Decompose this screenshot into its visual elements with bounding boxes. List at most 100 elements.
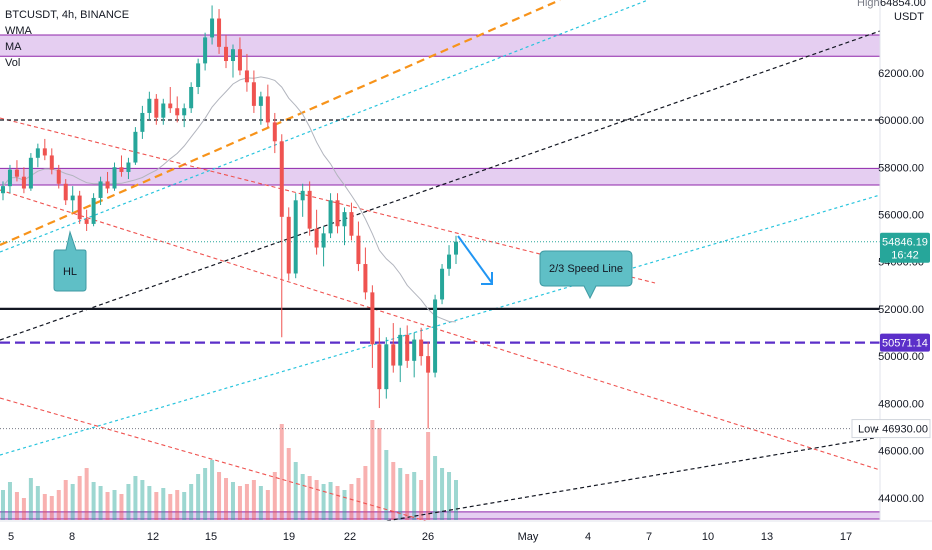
candle-body	[7, 169, 12, 187]
volume-bar	[133, 476, 138, 520]
x-tick-label: 15	[205, 531, 217, 543]
indicator-wma[interactable]: WMA	[5, 25, 32, 37]
candlestick-series	[1, 5, 458, 429]
ma-line	[2, 76, 457, 323]
last-price-tag	[880, 232, 930, 263]
volume-bar	[391, 462, 396, 520]
volume-bar	[363, 466, 368, 520]
currency-label: USDT	[894, 11, 924, 23]
volume-bar	[119, 494, 124, 520]
candle-body	[49, 155, 54, 170]
candle-body	[342, 212, 347, 227]
indicator-ma[interactable]: MA	[5, 41, 22, 53]
y-tick-label: 48000.00	[878, 398, 924, 410]
candle-body	[244, 70, 249, 83]
black-trendline-upper	[0, 30, 881, 341]
candle-body	[119, 167, 124, 172]
volume-bar	[182, 492, 187, 520]
volume-bar	[447, 472, 452, 520]
volume-bar	[126, 484, 131, 520]
projection-arrow-shaft	[457, 235, 493, 284]
volume-bar	[63, 480, 68, 520]
volume-bar	[210, 460, 215, 520]
y-tick-label: 58000.00	[878, 162, 924, 174]
volume-bar	[328, 482, 333, 520]
candle-body	[307, 190, 312, 229]
candle-body	[84, 219, 89, 224]
volume-bar	[168, 494, 173, 520]
volume-bar	[307, 476, 312, 520]
volume-bar	[237, 486, 242, 520]
time-axis[interactable]: 5 8 12 15 19 22 26 May 4 7 10 13 17	[0, 520, 932, 550]
volume-bar	[70, 484, 75, 520]
volume-bar	[56, 490, 61, 520]
candle-body	[210, 18, 215, 38]
low-tag-value: - 46930.00	[875, 424, 928, 436]
zone-2	[0, 511, 880, 519]
volume-bar	[244, 484, 249, 520]
volume-bar	[433, 456, 438, 520]
volume-bar	[356, 478, 361, 520]
volume-bar	[258, 486, 263, 520]
y-tick-label: 62000.00	[878, 68, 924, 80]
volume-bar	[28, 478, 33, 520]
candle-body	[230, 49, 235, 62]
volume-bar	[42, 494, 47, 520]
candle-body	[265, 96, 270, 123]
volume-bar	[84, 468, 89, 520]
drawing-lines	[0, 0, 881, 526]
volume-bar	[412, 472, 417, 520]
volume-bar	[91, 482, 96, 520]
indicator-vol[interactable]: Vol	[5, 57, 21, 69]
y-tick-label: 44000.00	[878, 493, 924, 505]
volume-bar	[293, 462, 298, 520]
volume-bar	[342, 490, 347, 520]
candle-body	[454, 241, 458, 255]
red-channel-base	[0, 397, 441, 526]
candle-body	[405, 334, 410, 361]
candle-body	[447, 254, 452, 269]
y-tick-label: 52000.00	[878, 304, 924, 316]
candle-body	[321, 233, 326, 248]
symbol-title[interactable]: BTCUSDT, 4h, BINANCE	[5, 9, 130, 21]
candle-body	[398, 334, 403, 366]
last-price-value: 54846.19	[882, 237, 928, 249]
volume-bar	[77, 476, 82, 520]
volume-bar	[203, 468, 208, 520]
volume-bar	[1, 490, 5, 520]
volume-bar	[384, 450, 389, 520]
chart-legend: BTCUSDT, 4h, BINANCE WMA MA Vol	[5, 7, 129, 71]
cyan-trendline-lower	[0, 194, 881, 456]
y-tick-label: 50000.00	[878, 351, 924, 363]
candle-body	[314, 228, 319, 248]
volume-bar	[377, 428, 382, 520]
price-axis[interactable]: 44000.00 46000.00 48000.00 50000.00 52000.00…	[851, 0, 932, 550]
speed-line-label: 2/3 Speed Line	[549, 263, 623, 275]
candle-body	[363, 264, 368, 293]
red-channel-lower	[0, 189, 881, 471]
volume-bar	[21, 498, 26, 520]
candle-body	[433, 299, 438, 373]
volume-bar	[147, 486, 152, 520]
candle-body	[14, 169, 19, 177]
candle-body	[91, 197, 96, 224]
candle-body	[70, 195, 75, 201]
candle-body	[203, 37, 208, 64]
orange-trendline	[0, 0, 561, 247]
candle-body	[133, 131, 138, 163]
y-tick-label: 46000.00	[878, 446, 924, 458]
candle-body	[56, 169, 61, 184]
level-tag-value: 50571.14	[882, 338, 928, 350]
volume-bar	[370, 420, 375, 520]
volume-bar	[335, 486, 340, 520]
volume-bar	[349, 484, 354, 520]
candle-body	[21, 176, 26, 189]
price-axis-bg	[880, 0, 932, 550]
candle-body	[98, 181, 103, 198]
volume-bar	[454, 480, 458, 520]
candle-body	[35, 148, 40, 158]
x-tick-label: 13	[761, 531, 773, 543]
volume-bar	[419, 480, 424, 520]
hl-callout	[53, 230, 87, 292]
